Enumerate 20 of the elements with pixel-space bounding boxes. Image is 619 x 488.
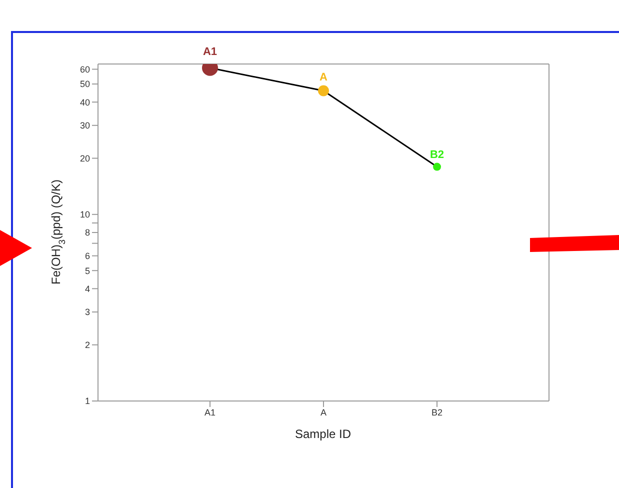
y-tick-label: 5 — [84, 266, 90, 276]
y-tick-label: 40 — [80, 97, 90, 108]
y-tick-label: 20 — [80, 153, 90, 164]
y-tick-label: 8 — [84, 228, 90, 238]
data-label: A — [320, 71, 328, 84]
x-tick-label: B2 — [431, 407, 443, 418]
y-tick-label: 4 — [84, 284, 90, 294]
y-tick-label: 1 — [84, 396, 90, 406]
y-tick-label: 60 — [80, 64, 90, 74]
x-tick-label: A1 — [204, 407, 216, 418]
y-tick-label: 6 — [84, 251, 90, 262]
x-axis-title: Sample ID — [294, 427, 352, 441]
y-tick-label: 10 — [80, 210, 90, 220]
data-label: B2 — [430, 148, 444, 161]
y-tick-label: 30 — [80, 120, 90, 131]
x-tick-label: A — [320, 407, 327, 418]
y-tick-label: 3 — [84, 307, 90, 318]
y-tick-label: 2 — [84, 340, 90, 350]
y-tick-label: 50 — [80, 79, 90, 90]
data-label: A1 — [202, 46, 218, 58]
